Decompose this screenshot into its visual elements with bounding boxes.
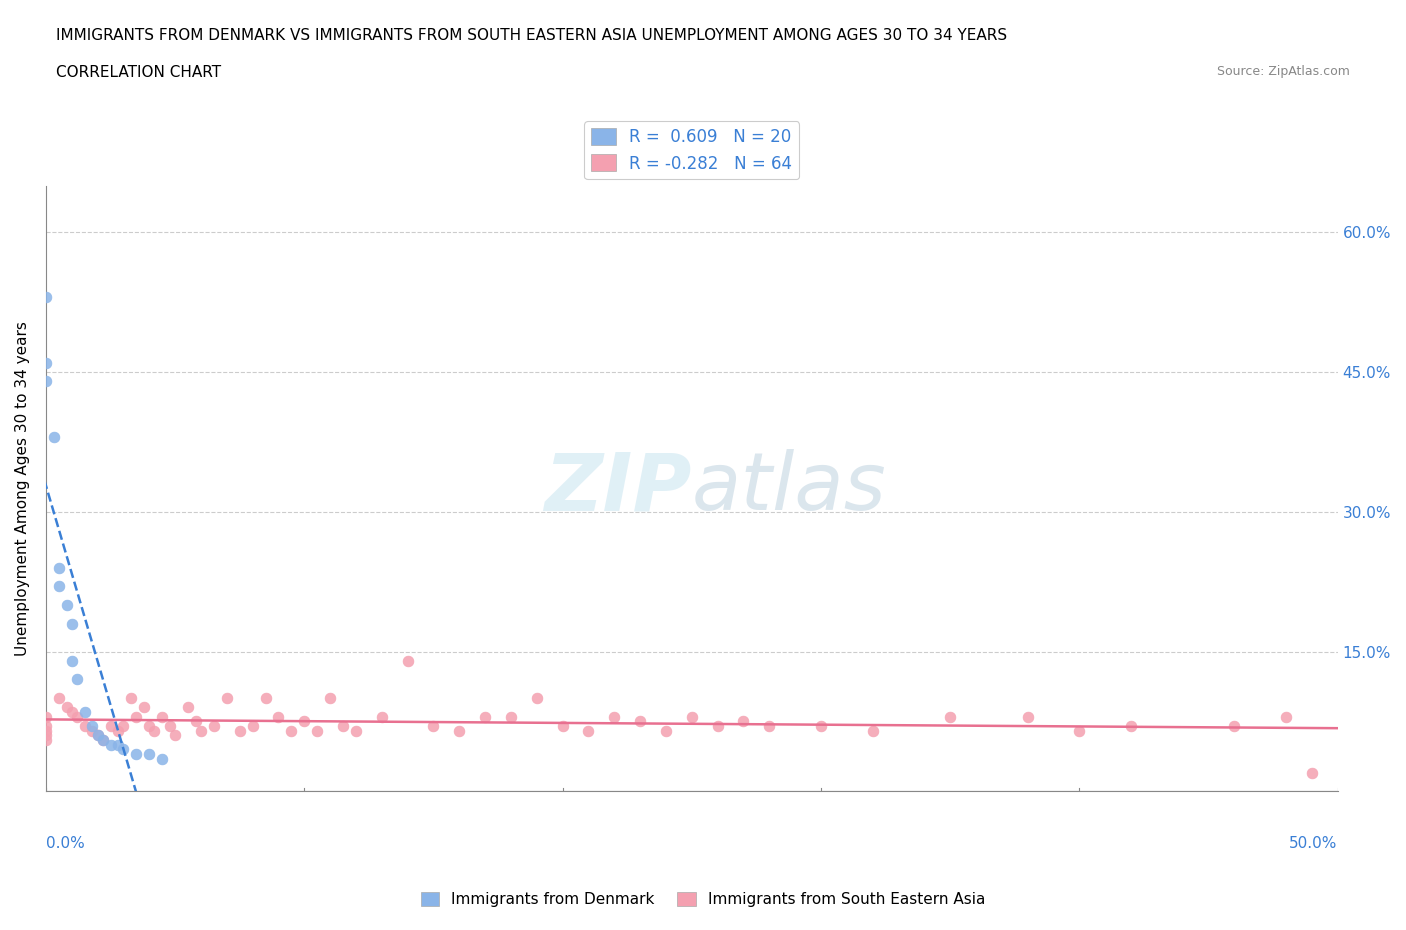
Point <box>474 710 496 724</box>
Point <box>107 724 129 738</box>
Point <box>254 691 277 706</box>
Point <box>143 724 166 738</box>
Point <box>60 654 83 669</box>
Point <box>35 290 58 305</box>
Point <box>332 719 354 734</box>
Point <box>578 724 600 738</box>
Point <box>190 724 212 738</box>
Point <box>91 733 114 748</box>
Point <box>810 719 832 734</box>
Point <box>344 724 367 738</box>
Point <box>107 737 129 752</box>
Point <box>35 733 58 748</box>
Point <box>48 560 70 575</box>
Point <box>86 728 108 743</box>
Point <box>242 719 264 734</box>
Point <box>307 724 329 738</box>
Point <box>267 710 290 724</box>
Point <box>449 724 471 738</box>
Text: atlas: atlas <box>692 449 887 527</box>
Point <box>628 714 651 729</box>
Point <box>60 617 83 631</box>
Point <box>681 710 703 724</box>
Point <box>939 710 962 724</box>
Point <box>66 672 89 687</box>
Point <box>82 719 104 734</box>
Point <box>73 719 96 734</box>
Point <box>120 691 142 706</box>
Point <box>125 747 148 762</box>
Point <box>603 710 626 724</box>
Point <box>35 355 58 370</box>
Point <box>371 710 394 724</box>
Text: 50.0%: 50.0% <box>1289 836 1337 851</box>
Point <box>138 747 160 762</box>
Point <box>499 710 522 724</box>
Point <box>1223 719 1246 734</box>
Legend: Immigrants from Denmark, Immigrants from South Eastern Asia: Immigrants from Denmark, Immigrants from… <box>415 885 991 913</box>
Point <box>100 719 122 734</box>
Point <box>422 719 444 734</box>
Point <box>551 719 574 734</box>
Point <box>184 714 207 729</box>
Point <box>1017 710 1039 724</box>
Text: ZIP: ZIP <box>544 449 692 527</box>
Point <box>35 710 58 724</box>
Point <box>42 430 65 445</box>
Point <box>138 719 160 734</box>
Point <box>112 719 135 734</box>
Point <box>150 710 173 724</box>
Legend: R =  0.609   N = 20, R = -0.282   N = 64: R = 0.609 N = 20, R = -0.282 N = 64 <box>585 121 799 179</box>
Point <box>82 724 104 738</box>
Point <box>862 724 884 738</box>
Point <box>66 710 89 724</box>
Point <box>215 691 238 706</box>
Point <box>292 714 315 729</box>
Point <box>1301 765 1323 780</box>
Point <box>35 724 58 738</box>
Text: IMMIGRANTS FROM DENMARK VS IMMIGRANTS FROM SOUTH EASTERN ASIA UNEMPLOYMENT AMONG: IMMIGRANTS FROM DENMARK VS IMMIGRANTS FR… <box>56 28 1007 43</box>
Point <box>1069 724 1091 738</box>
Point <box>758 719 780 734</box>
Point <box>150 751 173 766</box>
Point <box>60 705 83 720</box>
Point <box>159 719 181 734</box>
Point <box>228 724 250 738</box>
Text: Source: ZipAtlas.com: Source: ZipAtlas.com <box>1216 65 1350 78</box>
Text: CORRELATION CHART: CORRELATION CHART <box>56 65 221 80</box>
Point <box>1275 710 1298 724</box>
Y-axis label: Unemployment Among Ages 30 to 34 years: Unemployment Among Ages 30 to 34 years <box>15 321 30 656</box>
Point <box>100 737 122 752</box>
Point <box>177 700 200 715</box>
Point <box>35 374 58 389</box>
Point <box>48 691 70 706</box>
Point <box>48 578 70 593</box>
Point <box>165 728 187 743</box>
Point <box>1119 719 1142 734</box>
Point <box>55 700 77 715</box>
Point <box>35 728 58 743</box>
Point <box>202 719 225 734</box>
Point <box>280 724 302 738</box>
Point <box>91 733 114 748</box>
Point <box>86 728 108 743</box>
Point <box>73 705 96 720</box>
Text: 0.0%: 0.0% <box>46 836 84 851</box>
Point <box>396 654 419 669</box>
Point <box>35 719 58 734</box>
Point <box>733 714 755 729</box>
Point <box>655 724 678 738</box>
Point <box>319 691 342 706</box>
Point <box>706 719 728 734</box>
Point <box>55 597 77 612</box>
Point <box>134 700 156 715</box>
Point <box>112 742 135 757</box>
Point <box>125 710 148 724</box>
Point <box>526 691 548 706</box>
